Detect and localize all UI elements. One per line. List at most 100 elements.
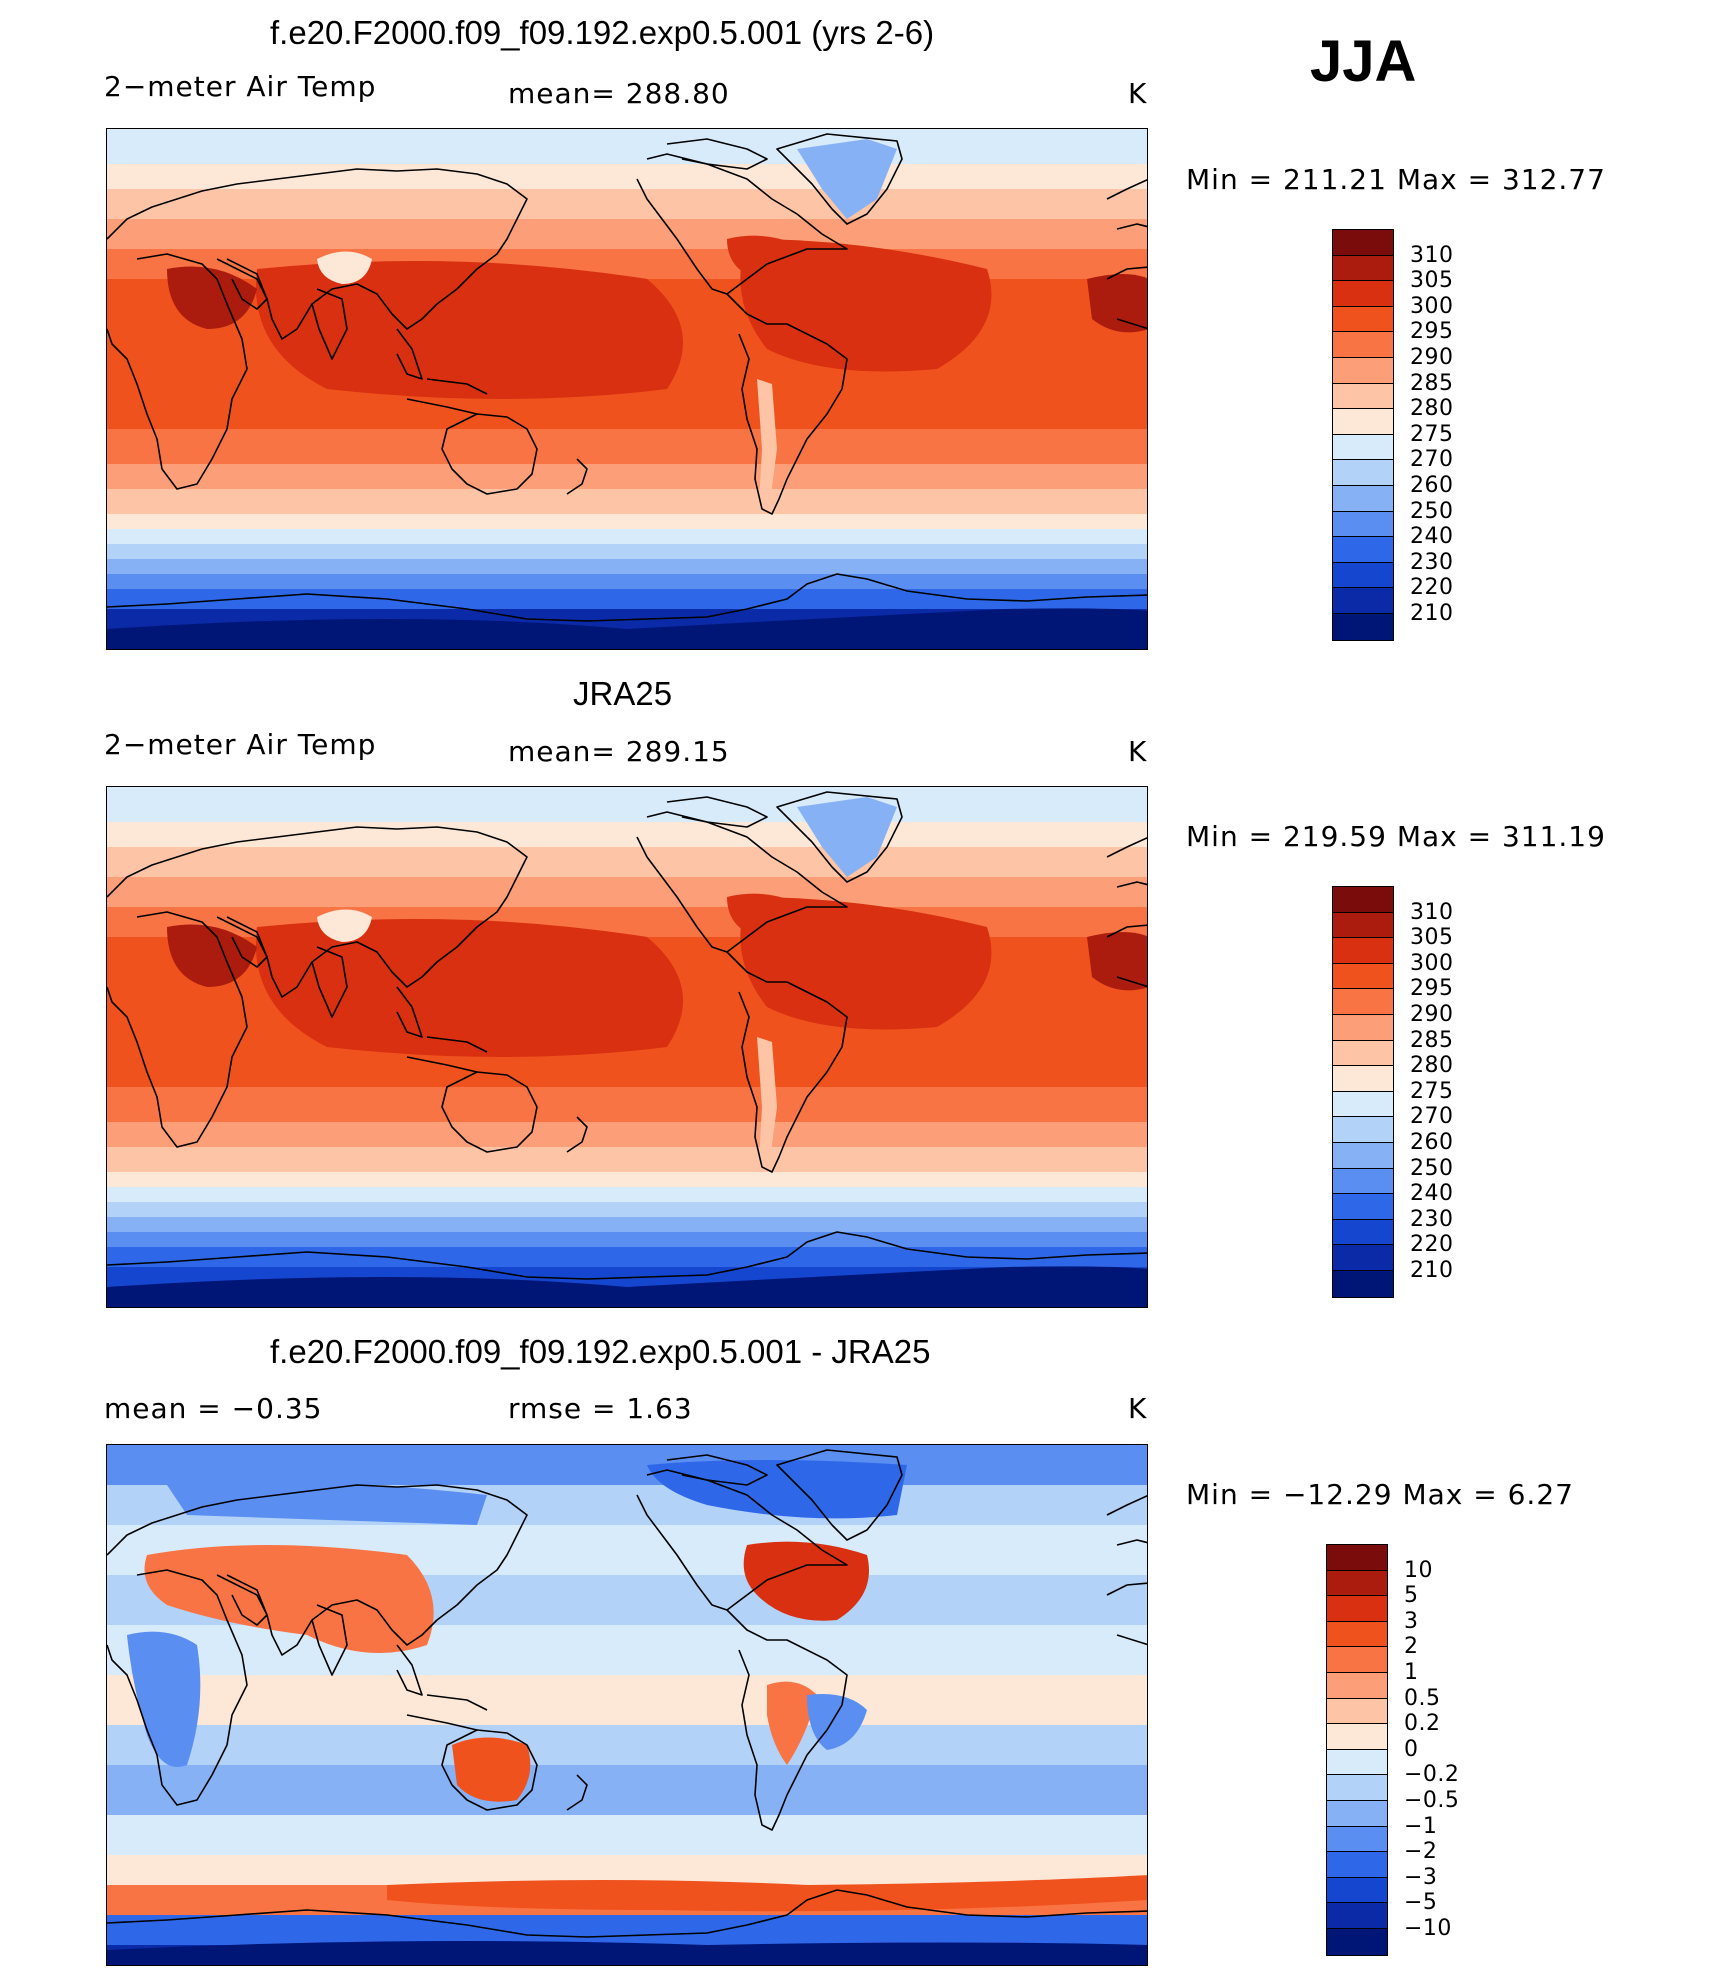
colorbar-tick-label: 300 (1410, 950, 1454, 976)
cold-bias (127, 1631, 201, 1767)
colorbar-tick-label: 0.2 (1404, 1711, 1441, 1737)
cold-bias (107, 1941, 1147, 1965)
colorbar-tick-label: 285 (1410, 370, 1454, 396)
field-band (107, 1247, 1147, 1267)
coastline (441, 1729, 538, 1811)
warm-pool (255, 919, 683, 1057)
coastline (776, 1449, 903, 1541)
field-band (107, 1122, 1147, 1147)
colorbar-swatch (1333, 332, 1393, 358)
panel-2-mean: mean= 289.15 (508, 735, 730, 768)
colorbar-swatches (1326, 1544, 1388, 1956)
coastline (107, 1889, 1147, 1938)
colorbar-swatch (1333, 537, 1393, 563)
colorbar-swatch (1333, 1066, 1393, 1092)
colorbar-swatch (1333, 1091, 1393, 1118)
field-band (107, 544, 1147, 559)
colorbar-tick-label: 220 (1410, 1232, 1454, 1258)
colorbar-tick-label: 250 (1410, 1155, 1454, 1181)
colorbar-tick-label: −3 (1404, 1864, 1438, 1890)
colorbar-swatch (1333, 511, 1393, 538)
coastline (776, 133, 903, 225)
colorbar-tick-label: 275 (1410, 1078, 1454, 1104)
colorbar-tick-label: 5 (1404, 1583, 1419, 1609)
warm-pool (255, 261, 683, 399)
coastline (107, 573, 1147, 622)
colorbar-tick-label: 295 (1410, 976, 1454, 1002)
panel-2-minmax: Min = 219.59 Max = 311.19 (1186, 820, 1606, 853)
coastline (636, 1469, 848, 1611)
coastline (107, 826, 528, 998)
colorbar-tick-label: 220 (1410, 575, 1454, 601)
coastline (107, 168, 528, 340)
panel-1-title: f.e20.F2000.f09_f09.192.exp0.5.001 (yrs … (270, 14, 935, 51)
colorbar-tick-label: 310 (1410, 899, 1454, 925)
coastline (1106, 1582, 1147, 1646)
colorbar-tick-label: 270 (1410, 1104, 1454, 1130)
colorbar-tick-label: 3 (1404, 1608, 1419, 1634)
field-band (107, 429, 1147, 464)
coastline (566, 1116, 588, 1153)
colorbar-swatch (1333, 1168, 1393, 1195)
antarctic-core (107, 608, 1147, 649)
field-band (107, 514, 1147, 529)
panel-1-map (106, 128, 1148, 650)
panel-1-units: K (1128, 77, 1148, 110)
panel-3-map (106, 1444, 1148, 1966)
coastline (1106, 924, 1147, 988)
colorbar-swatch (1333, 1270, 1393, 1297)
panel-1-minmax: Min = 211.21 Max = 312.77 (1186, 163, 1606, 196)
field-band (107, 1172, 1147, 1187)
colorbar-swatch (1327, 1647, 1387, 1673)
colorbar-tick-label: 10 (1404, 1557, 1433, 1583)
colorbar-tick-label: 210 (1410, 601, 1454, 626)
colorbar-tick-label: 1 (1404, 1660, 1419, 1685)
coastline (107, 1231, 1147, 1280)
panel-3-title: f.e20.F2000.f09_f09.192.exp0.5.001 - JRA… (270, 1333, 931, 1370)
colorbar-swatch (1333, 912, 1393, 939)
antarctic-core (107, 1266, 1147, 1307)
coastline (311, 1604, 348, 1676)
colorbar-tick-label: 250 (1410, 498, 1454, 524)
tibet (317, 251, 372, 284)
colorbar-swatch (1333, 938, 1393, 964)
field-band (107, 1187, 1147, 1202)
coastline (1106, 179, 1147, 230)
coastline (666, 1454, 768, 1486)
field-band (107, 1765, 1147, 1815)
coastline (726, 951, 848, 1173)
coastline (311, 288, 348, 360)
colorbar-swatch (1327, 1570, 1387, 1597)
coastline (107, 253, 248, 490)
andes (757, 379, 777, 509)
hot-spot (1087, 274, 1147, 333)
cold-bias (167, 1481, 487, 1525)
colorbar-swatch (1333, 1245, 1393, 1271)
colorbar-swatch (1327, 1724, 1387, 1750)
field-band (107, 1815, 1147, 1855)
colorbar-tick-label: −0.2 (1404, 1762, 1460, 1788)
panel-2-variable: 2−meter Air Temp (104, 728, 377, 761)
hot-spot (1087, 932, 1147, 991)
field-band (107, 1625, 1147, 1675)
greenland (797, 797, 897, 877)
coastline (107, 1484, 528, 1656)
field-band (107, 529, 1147, 544)
colorbar-tick-label: 210 (1410, 1258, 1454, 1283)
field-band (107, 1725, 1147, 1765)
season-label: JJA (1310, 29, 1417, 94)
colorbar-swatch (1327, 1698, 1387, 1725)
field-band (107, 464, 1147, 489)
colorbar-swatch (1327, 1672, 1387, 1699)
colorbar-swatch (1333, 383, 1393, 410)
colorbar-swatch (1333, 562, 1393, 589)
hot-spot (727, 893, 807, 937)
panel-3-map-svg (107, 1445, 1147, 1965)
greenland (797, 139, 897, 219)
colorbar-tick-label: 295 (1410, 319, 1454, 345)
field-band (107, 822, 1147, 847)
field-band (107, 787, 1147, 822)
hot-spot (167, 924, 257, 987)
field-band (107, 219, 1147, 249)
coastline (636, 811, 848, 953)
